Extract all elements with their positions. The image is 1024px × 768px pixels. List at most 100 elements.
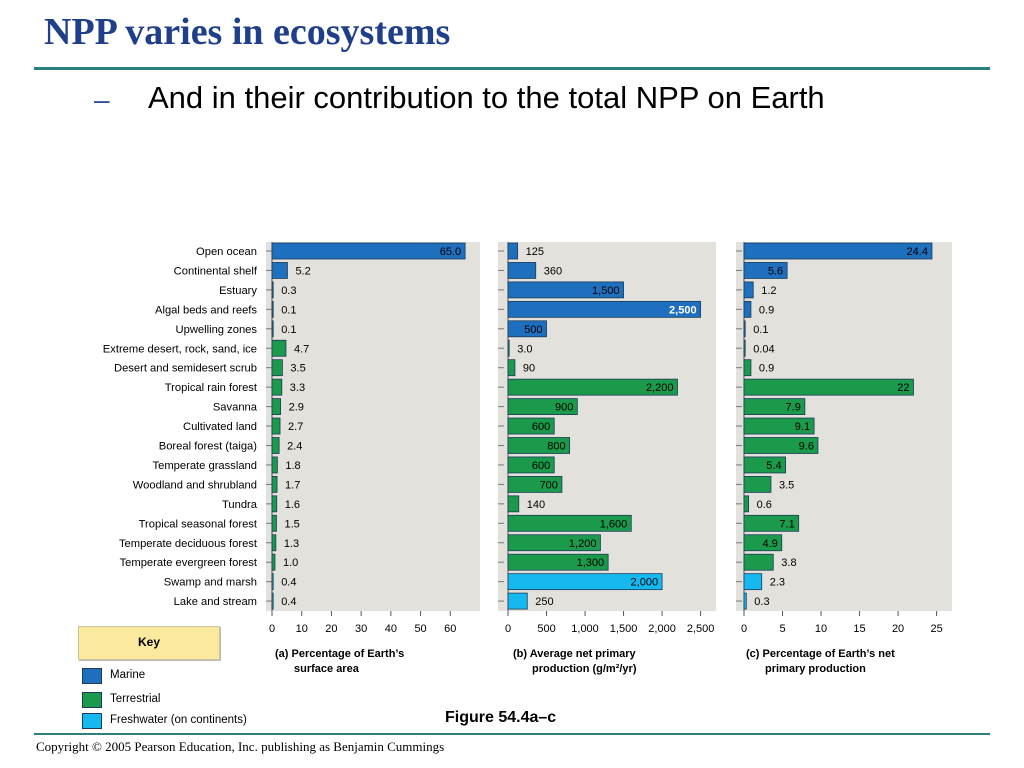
category-label-temperate-deciduous-forest: Temperate deciduous forest (119, 538, 258, 550)
category-label-temperate-grassland: Temperate grassland (153, 460, 257, 472)
panel-a-value-label: 0.4 (281, 596, 296, 608)
panel-b-value-label: 125 (526, 246, 544, 258)
figure-label: Figure 54.4a–c (445, 709, 557, 726)
legend-label-terrestrial: Terrestrial (110, 693, 161, 705)
panel-a-bar-boreal-forest-taiga (271, 437, 280, 454)
panel-b-bar-temperate-deciduous-forest (507, 534, 601, 552)
panel-b-tick-label: 0 (505, 623, 511, 635)
panel-a-value-label: 0.1 (281, 324, 296, 336)
panel-c-bar-open-ocean (743, 242, 933, 260)
panel-c-tick-label: 0 (741, 623, 747, 635)
category-label-desert-and-semidesert-scrub: Desert and semidesert scrub (114, 363, 257, 375)
bullet-text: And in their contribution to the total N… (148, 80, 825, 115)
panel-b-bar-algal-beds-and-reefs (507, 300, 701, 318)
panel-c-value-label: 0.04 (753, 343, 774, 355)
panel-b-value-label: 1,500 (592, 285, 620, 297)
npp-bar-charts: Open ocean Continental shelf Estuary Algal … (103, 242, 952, 635)
caption-a-line-1: (a) Percentage of Earth’s (275, 648, 405, 660)
category-label-tundra: Tundra (222, 499, 258, 511)
panel-b-bar-estuary (507, 281, 624, 299)
panel-b-value-label: 600 (532, 460, 550, 472)
panel-b-bar-upwelling-zones (507, 320, 547, 338)
category-label-open-ocean: Open ocean (196, 246, 257, 258)
panel-c-tick-label: 20 (892, 623, 904, 635)
panel-b-bar-cultivated-land (507, 417, 555, 435)
panel-c-tick-label: 10 (815, 623, 827, 635)
panel-a-value-label: 4.7 (294, 343, 309, 355)
caption-a-line-2: surface area (294, 663, 359, 675)
panel-a-value-label: 0.3 (281, 285, 296, 297)
panel-c-bar-tropical-rain-forest (743, 378, 914, 396)
panel-a-bar-tropical-rain-forest (271, 378, 283, 396)
panel-c-value-label: 0.9 (759, 363, 774, 375)
panel-b-tick-label: 500 (537, 623, 555, 635)
panel-a-bar-temperate-evergreen-forest (271, 553, 276, 571)
panel-c-value-label: 24.4 (907, 246, 928, 258)
panel-c-value-label: 0.3 (754, 596, 769, 608)
panel-b-bar-woodland-and-shrubland (507, 475, 563, 493)
copyright-notice: Copyright © 2005 Pearson Education, Inc.… (36, 739, 445, 754)
panel-c-bar-temperate-deciduous-forest (743, 534, 783, 552)
category-label-swamp-and-marsh: Swamp and marsh (164, 577, 257, 589)
panel-b-bar-swamp-and-marsh (507, 573, 663, 591)
category-label-extreme-desert-rock-sand-ice: Extreme desert, rock, sand, ice (103, 343, 257, 355)
panel-b-value-label: 3.0 (517, 343, 532, 355)
panel-a-value-label: 2.7 (288, 421, 303, 433)
panel-a-bar-temperate-deciduous-forest (271, 534, 277, 552)
panel-a-value-label: 1.8 (285, 460, 300, 472)
panel-a-tick-label: 30 (355, 623, 367, 635)
panel-c-value-label: 1.2 (761, 285, 776, 297)
panel-c-value-label: 5.4 (766, 460, 781, 472)
panel-c-bar-cultivated-land (743, 417, 815, 435)
panel-c-bar-estuary (743, 281, 754, 299)
panel-c-bar-temperate-grassland (743, 456, 786, 474)
panel-b-value-label: 250 (535, 596, 553, 608)
panel-b-bar-temperate-evergreen-forest (507, 553, 609, 571)
panel-b-bar-open-ocean (507, 242, 519, 260)
category-label-tropical-seasonal-forest: Tropical seasonal forest (139, 518, 258, 530)
key-header: Key (78, 626, 220, 660)
category-label-savanna: Savanna (213, 402, 258, 414)
legend-swatch-freshwater (82, 713, 102, 729)
panel-a-bar-algal-beds-and-reefs (271, 300, 274, 318)
panel-b-value-label: 90 (523, 363, 535, 375)
caption-panel-c: (c) Percentage of Earth’s net primary pr… (746, 647, 895, 677)
panel-b-bar-continental-shelf (507, 262, 537, 279)
panel-a-bar-tropical-seasonal-forest (271, 514, 277, 532)
panel-b-bar-tropical-seasonal-forest (507, 514, 632, 532)
panel-c-tick-label: 5 (779, 623, 785, 635)
panel-a-tick-label: 10 (296, 623, 308, 635)
category-label-tropical-rain-forest: Tropical rain forest (165, 382, 258, 394)
category-label-woodland-and-shrubland: Woodland and shrubland (133, 479, 257, 491)
panel-c-bar-boreal-forest-taiga (743, 437, 819, 454)
panel-c-bar-upwelling-zones (743, 320, 746, 338)
panel-a-value-label: 65.0 (440, 246, 461, 258)
panel-b-bar-savanna (507, 398, 578, 416)
panel-a-value-label: 1.0 (283, 557, 298, 569)
panel-a-value-label: 2.9 (289, 402, 304, 414)
panel-b-value-label: 700 (540, 479, 558, 491)
panel-b-tick-label: 1,000 (571, 623, 599, 635)
panel-c-tick-label: 25 (930, 623, 942, 635)
panel-c-bar-continental-shelf (743, 262, 788, 279)
bullet-dash: – (94, 84, 110, 115)
panel-a-value-label: 1.7 (285, 479, 300, 491)
footer-divider (34, 733, 990, 735)
panel-b-bar-desert-and-semidesert-scrub (507, 359, 516, 377)
legend-label-marine: Marine (110, 669, 146, 681)
legend-swatch-marine (82, 668, 102, 684)
panel-c-value-label: 3.8 (781, 557, 796, 569)
panel-a-tick-label: 50 (414, 623, 426, 635)
panel-b-tick-label: 1,500 (610, 623, 638, 635)
category-label-continental-shelf: Continental shelf (174, 265, 258, 277)
panel-c-tick-label: 15 (853, 623, 865, 635)
panel-c-bar-tundra (743, 495, 750, 513)
panel-c-bar-swamp-and-marsh (743, 573, 763, 591)
panel-b-value-label: 800 (547, 441, 565, 453)
category-label-lake-and-stream: Lake and stream (174, 596, 257, 608)
panel-c-value-label: 22 (897, 382, 909, 394)
panel-a-bar-swamp-and-marsh (271, 573, 274, 591)
panel-c-bar-algal-beds-and-reefs (743, 300, 752, 318)
panel-c-bar-desert-and-semidesert-scrub (743, 359, 752, 377)
panel-a-bar-woodland-and-shrubland (271, 475, 278, 493)
